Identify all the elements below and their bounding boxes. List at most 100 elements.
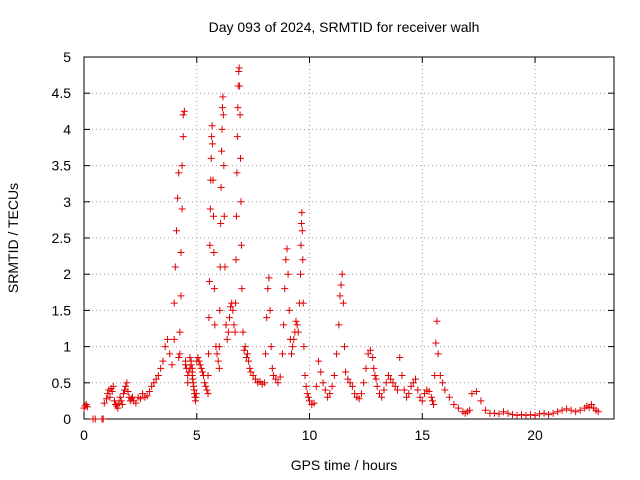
data-point bbox=[360, 379, 368, 387]
data-point bbox=[380, 386, 388, 394]
data-point bbox=[335, 321, 343, 329]
data-point bbox=[219, 93, 227, 101]
data-point bbox=[266, 306, 274, 314]
data-point bbox=[299, 299, 307, 307]
data-point bbox=[99, 415, 107, 423]
data-point bbox=[378, 393, 386, 401]
data-point bbox=[344, 375, 352, 383]
data-point bbox=[203, 386, 211, 394]
data-point bbox=[340, 343, 348, 351]
data-point bbox=[122, 382, 130, 390]
data-point bbox=[219, 111, 227, 119]
data-point bbox=[236, 111, 244, 119]
data-point bbox=[194, 353, 202, 361]
data-point bbox=[213, 350, 221, 358]
data-point bbox=[215, 343, 223, 351]
data-point bbox=[211, 321, 219, 329]
data-point bbox=[244, 350, 252, 358]
data-point bbox=[302, 382, 310, 390]
data-point bbox=[245, 357, 253, 365]
data-point bbox=[287, 350, 295, 358]
data-point bbox=[418, 397, 426, 405]
data-point bbox=[518, 411, 526, 419]
data-point bbox=[218, 125, 226, 133]
data-point bbox=[209, 176, 217, 184]
data-point bbox=[234, 104, 242, 112]
data-point bbox=[238, 285, 246, 293]
data-point bbox=[176, 350, 184, 358]
data-point bbox=[554, 408, 562, 416]
data-point bbox=[251, 375, 259, 383]
data-point bbox=[175, 353, 183, 361]
data-point bbox=[176, 328, 184, 336]
data-point bbox=[297, 241, 305, 249]
data-point bbox=[218, 104, 226, 112]
grid bbox=[84, 57, 614, 419]
data-point bbox=[178, 162, 186, 170]
data-point bbox=[207, 154, 215, 162]
data-point bbox=[152, 375, 160, 383]
y-axis-title: SRMTID / TECUs bbox=[5, 183, 21, 293]
data-point bbox=[104, 390, 112, 398]
data-point bbox=[204, 372, 212, 380]
data-point bbox=[355, 395, 363, 403]
data-point bbox=[197, 364, 205, 372]
y-tick-label: 3.5 bbox=[52, 158, 72, 174]
data-point bbox=[161, 343, 169, 351]
data-point bbox=[409, 379, 417, 387]
data-point bbox=[499, 408, 507, 416]
data-point bbox=[106, 393, 114, 401]
data-point bbox=[490, 409, 498, 417]
y-tick-label: 2.5 bbox=[52, 230, 72, 246]
data-point bbox=[407, 382, 415, 390]
data-point bbox=[172, 227, 180, 235]
data-point bbox=[414, 386, 422, 394]
data-point bbox=[116, 393, 124, 401]
data-point bbox=[83, 403, 91, 411]
data-point bbox=[384, 372, 392, 380]
data-point bbox=[204, 390, 212, 398]
data-point bbox=[209, 140, 217, 148]
data-point bbox=[433, 317, 441, 325]
data-point bbox=[178, 205, 186, 213]
data-point bbox=[268, 364, 276, 372]
data-point bbox=[186, 353, 194, 361]
data-point bbox=[215, 364, 223, 372]
data-point bbox=[306, 397, 314, 405]
data-point bbox=[206, 205, 214, 213]
data-point bbox=[166, 350, 174, 358]
data-point bbox=[220, 162, 228, 170]
data-point bbox=[357, 390, 365, 398]
data-point bbox=[364, 350, 372, 358]
data-point bbox=[247, 368, 255, 376]
data-point bbox=[174, 194, 182, 202]
data-point bbox=[225, 314, 233, 322]
data-point bbox=[298, 227, 306, 235]
data-point bbox=[218, 147, 226, 155]
data-point bbox=[209, 212, 217, 220]
data-point bbox=[576, 406, 584, 414]
data-point bbox=[434, 350, 442, 358]
data-point bbox=[396, 353, 404, 361]
data-point bbox=[294, 328, 302, 336]
data-point bbox=[312, 382, 320, 390]
data-point bbox=[145, 387, 153, 395]
data-point bbox=[208, 122, 216, 130]
data-point bbox=[299, 256, 307, 264]
data-point bbox=[319, 379, 327, 387]
data-point bbox=[264, 285, 272, 293]
data-point bbox=[148, 382, 156, 390]
data-point bbox=[229, 306, 237, 314]
data-point bbox=[289, 343, 297, 351]
data-point bbox=[285, 306, 293, 314]
data-point bbox=[393, 386, 401, 394]
data-point bbox=[240, 346, 248, 354]
data-point bbox=[454, 404, 462, 412]
data-point bbox=[572, 408, 580, 416]
data-point bbox=[412, 375, 420, 383]
data-point bbox=[594, 408, 602, 416]
data-point bbox=[321, 386, 329, 394]
data-point bbox=[405, 390, 413, 398]
data-point bbox=[177, 292, 185, 300]
data-point bbox=[143, 392, 151, 400]
